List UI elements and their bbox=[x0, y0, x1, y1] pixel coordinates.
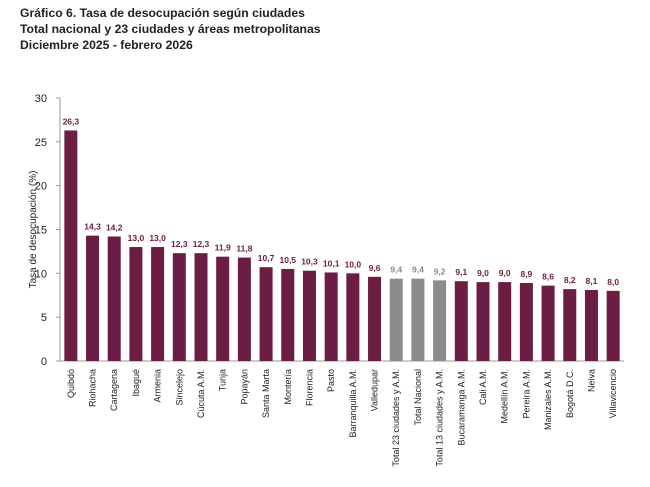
bar-value-label: 10,7 bbox=[258, 253, 275, 263]
bar bbox=[237, 257, 251, 361]
x-tick-label: Pasto bbox=[326, 369, 336, 392]
bar bbox=[129, 247, 143, 361]
bar-value-label: 10,1 bbox=[323, 258, 340, 268]
bar bbox=[151, 247, 165, 361]
bar bbox=[433, 280, 447, 361]
bar-value-label: 11,8 bbox=[236, 244, 252, 254]
y-tick-label: 5 bbox=[41, 312, 47, 324]
bar-value-label: 14,3 bbox=[84, 222, 101, 232]
x-tick-label: Quibdó bbox=[66, 369, 76, 398]
x-tick-label: Ibagué bbox=[131, 369, 141, 397]
bar bbox=[86, 235, 100, 361]
bar-value-label: 9,4 bbox=[412, 265, 424, 275]
bar bbox=[389, 278, 403, 361]
chart-subtitle: Total nacional y 23 ciudades y áreas met… bbox=[20, 22, 321, 36]
x-tick-label: Armenia bbox=[153, 369, 163, 403]
x-tick-label: Popayán bbox=[239, 369, 249, 405]
x-tick-label: Cartagena bbox=[109, 369, 119, 411]
x-tick-label: Total 13 ciudades y A.M. bbox=[435, 369, 445, 467]
y-tick-label: 15 bbox=[35, 225, 47, 237]
bar bbox=[216, 256, 230, 361]
bar-value-label: 8,9 bbox=[520, 269, 532, 279]
chart-header: Gráfico 6. Tasa de desocupación según ci… bbox=[20, 5, 640, 53]
bar-value-label: 9,2 bbox=[434, 266, 446, 276]
y-tick-label: 20 bbox=[35, 181, 47, 193]
bar-value-label: 9,0 bbox=[499, 268, 511, 278]
y-tick-label: 25 bbox=[35, 137, 47, 149]
bar bbox=[519, 282, 533, 361]
bar bbox=[541, 285, 555, 361]
x-tick-label: Sincelejo bbox=[174, 369, 184, 406]
bar bbox=[454, 281, 468, 361]
x-tick-label: Cali A.M. bbox=[478, 369, 488, 405]
y-tick-label: 0 bbox=[41, 356, 47, 368]
y-tick-label: 10 bbox=[35, 268, 47, 280]
bar-value-label: 10,3 bbox=[301, 257, 318, 267]
x-tick-label: Barranquilla A.M. bbox=[348, 369, 358, 438]
bar bbox=[498, 282, 512, 361]
x-tick-label: Manizales A.M. bbox=[543, 369, 553, 430]
x-tick-label: Cúcuta A.M. bbox=[196, 369, 206, 418]
bar-value-label: 8,2 bbox=[564, 275, 576, 285]
bar bbox=[368, 276, 382, 361]
bar-value-label: 26,3 bbox=[63, 116, 80, 126]
bar bbox=[346, 273, 360, 361]
x-tick-label: Total Nacional bbox=[413, 369, 423, 426]
bar-value-label: 8,1 bbox=[586, 276, 598, 286]
x-tick-label: Neiva bbox=[586, 369, 596, 392]
bar bbox=[324, 272, 338, 361]
bar-value-label: 9,6 bbox=[369, 263, 381, 273]
x-tick-label: Tunja bbox=[218, 369, 228, 391]
x-tick-label: Villavicencio bbox=[608, 369, 618, 418]
x-tick-label: Valledupar bbox=[370, 369, 380, 411]
bar-value-label: 10,5 bbox=[279, 255, 296, 265]
x-tick-label: Pereira A.M. bbox=[521, 369, 531, 419]
x-tick-label: Total 23 ciudades y A.M. bbox=[391, 369, 401, 467]
bar bbox=[302, 270, 316, 361]
bar-value-label: 11,9 bbox=[215, 243, 231, 253]
bar bbox=[563, 289, 577, 361]
chart-title: Gráfico 6. Tasa de desocupación según ci… bbox=[20, 6, 305, 20]
bar bbox=[606, 290, 620, 361]
bar-value-label: 8,0 bbox=[607, 277, 619, 287]
bar-value-label: 9,4 bbox=[390, 265, 402, 275]
bar-value-label: 14,2 bbox=[106, 223, 123, 233]
bar bbox=[172, 253, 186, 361]
bar bbox=[259, 267, 273, 361]
bar bbox=[476, 282, 490, 361]
bar bbox=[107, 236, 121, 361]
chart-period: Diciembre 2025 - febrero 2026 bbox=[20, 38, 193, 52]
bar-value-label: 12,3 bbox=[193, 239, 210, 249]
bar bbox=[281, 268, 295, 361]
x-tick-label: Santa Marta bbox=[261, 369, 271, 418]
bar-value-label: 12,3 bbox=[171, 239, 188, 249]
bar bbox=[194, 253, 208, 361]
bar-value-label: 9,0 bbox=[477, 268, 489, 278]
bar bbox=[411, 278, 425, 361]
x-tick-label: Riohacha bbox=[88, 369, 98, 407]
bar-value-label: 9,1 bbox=[455, 267, 467, 277]
x-tick-label: Bucaramanga A.M. bbox=[456, 369, 466, 446]
x-tick-label: Montería bbox=[283, 369, 293, 405]
y-tick-label: 30 bbox=[35, 93, 47, 105]
bar bbox=[584, 289, 598, 361]
x-tick-label: Florencia bbox=[304, 369, 314, 406]
bar-value-label: 8,6 bbox=[542, 272, 554, 282]
x-tick-label: Medellín A.M. bbox=[500, 369, 510, 424]
y-axis-title: Tasa de desocupación (%) bbox=[28, 171, 39, 289]
x-tick-label: Bogotá D.C. bbox=[565, 369, 575, 418]
bar bbox=[64, 130, 78, 361]
bar-value-label: 13,0 bbox=[128, 233, 145, 243]
bar-value-label: 10,0 bbox=[345, 259, 362, 269]
bar-value-label: 13,0 bbox=[149, 233, 166, 243]
